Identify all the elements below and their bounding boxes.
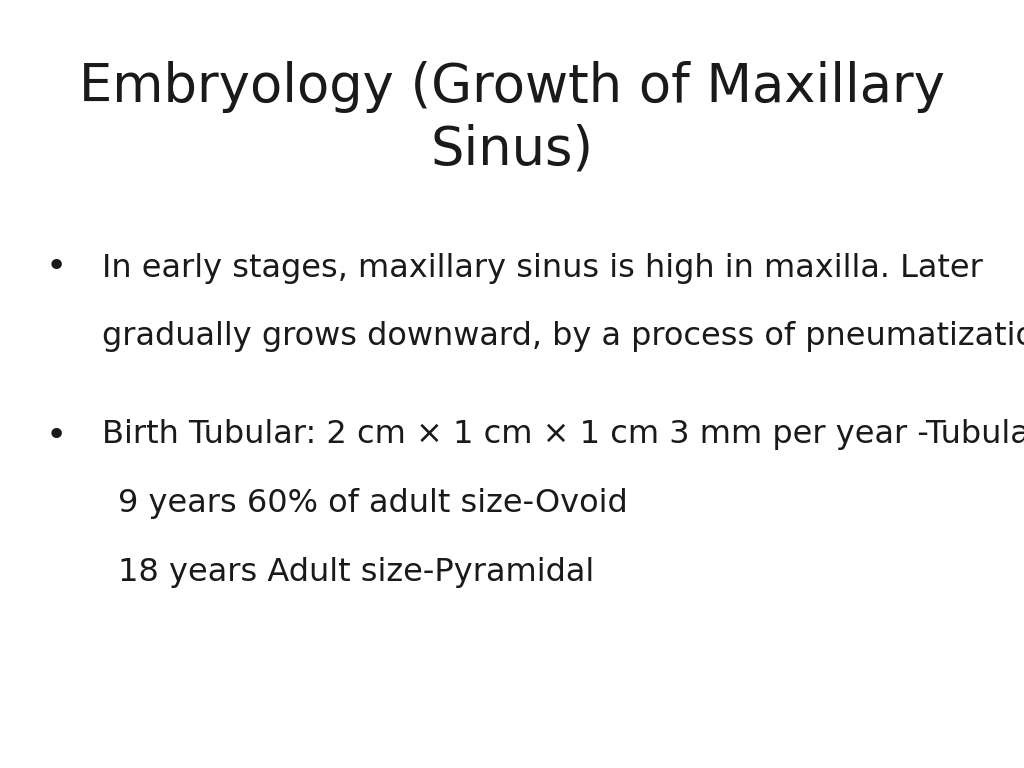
Text: •: •	[46, 419, 67, 452]
Text: Birth Tubular: 2 cm × 1 cm × 1 cm 3 mm per year -Tubular: Birth Tubular: 2 cm × 1 cm × 1 cm 3 mm p…	[102, 419, 1024, 449]
Text: Embryology (Growth of Maxillary
Sinus): Embryology (Growth of Maxillary Sinus)	[79, 61, 945, 176]
Text: 18 years Adult size-Pyramidal: 18 years Adult size-Pyramidal	[118, 557, 594, 588]
Text: gradually grows downward, by a process of pneumatization: gradually grows downward, by a process o…	[102, 321, 1024, 352]
Text: 9 years 60% of adult size-Ovoid: 9 years 60% of adult size-Ovoid	[118, 488, 628, 518]
Text: •: •	[46, 250, 67, 283]
Text: In early stages, maxillary sinus is high in maxilla. Later: In early stages, maxillary sinus is high…	[102, 253, 983, 284]
